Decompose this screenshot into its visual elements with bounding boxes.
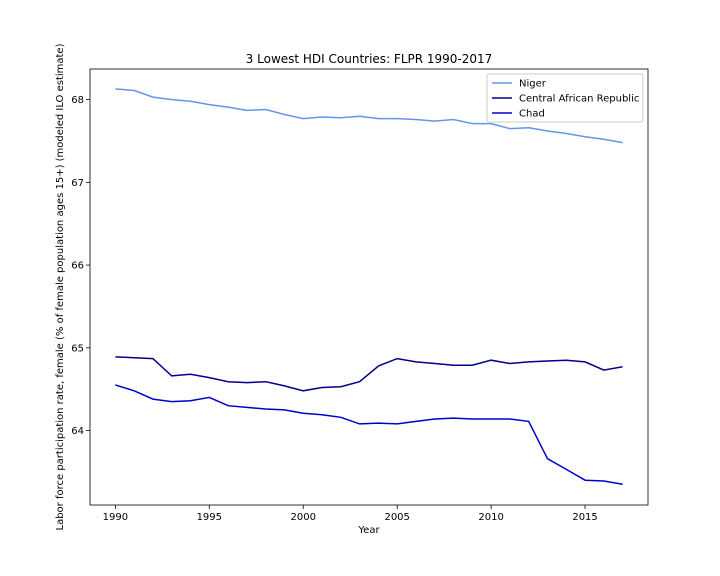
y-tick-label-4: 68	[71, 95, 84, 106]
plot-frame	[89, 68, 649, 506]
y-tick-label-1: 65	[71, 343, 84, 354]
x-tick-label-0: 1990	[103, 512, 128, 523]
series-line-1	[115, 356, 623, 392]
x-tick-label-1: 1995	[197, 512, 222, 523]
series-line-2	[115, 384, 623, 486]
series-line-0	[115, 88, 623, 144]
x-axis-label: Year	[357, 525, 380, 536]
legend-label-2: Chad	[519, 109, 545, 120]
y-tick-label-0: 64	[71, 426, 84, 437]
x-tick-label-3: 2005	[384, 512, 409, 523]
y-axis: 64 65 66 67 68	[71, 95, 90, 437]
y-tick-label-3: 67	[71, 178, 84, 189]
x-tick-label-4: 2010	[478, 512, 503, 523]
y-tick-label-2: 66	[71, 261, 84, 272]
x-tick-label-2: 2000	[291, 512, 316, 523]
plot-lines	[115, 88, 623, 486]
legend: Niger Central African Republic Chad	[486, 73, 644, 123]
y-axis-label: Labor force participation rate, female (…	[55, 43, 66, 530]
legend-box	[486, 73, 644, 123]
legend-label-0: Niger	[519, 79, 547, 90]
chart-title: 3 Lowest HDI Countries: FLPR 1990-2017	[246, 52, 493, 66]
legend-label-1: Central African Republic	[519, 94, 639, 105]
x-axis: 1990 1995 2000 2005 2010 2015	[103, 505, 598, 523]
x-tick-label-5: 2015	[572, 512, 597, 523]
